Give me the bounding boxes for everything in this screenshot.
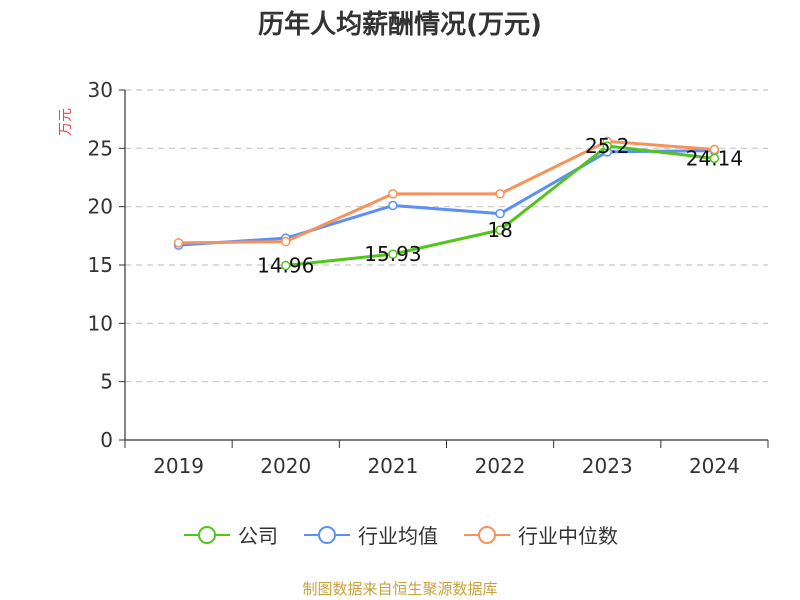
data-label: 14.96 xyxy=(257,253,314,277)
y-tick-label: 25 xyxy=(88,136,113,160)
data-point-industry_median xyxy=(388,189,398,199)
data-label: 15.93 xyxy=(364,242,421,266)
data-point-company xyxy=(602,141,612,151)
legend-item-industry-median[interactable]: 行业中位数 xyxy=(462,520,618,549)
legend-label-company: 公司 xyxy=(238,524,278,548)
y-tick-label: 0 xyxy=(100,428,113,452)
y-tick-label: 5 xyxy=(100,370,113,394)
x-tick-label: 2020 xyxy=(260,454,311,478)
y-tick-label: 15 xyxy=(88,253,113,277)
legend-label-industry-median: 行业中位数 xyxy=(518,524,618,548)
data-source-note: 制图数据来自恒生聚源数据库 xyxy=(302,580,498,598)
data-point-company xyxy=(281,260,291,271)
series-line-industry_median xyxy=(178,139,715,245)
data-point-company xyxy=(388,249,398,259)
data-point-industry_avg xyxy=(495,208,505,219)
data-point-industry_median xyxy=(173,238,184,248)
data-point-industry_median xyxy=(281,236,291,247)
y-tick-label: 10 xyxy=(88,311,113,335)
y-tick-label: 20 xyxy=(88,195,113,219)
x-tick-label: 2021 xyxy=(367,454,418,478)
series-line-company xyxy=(285,144,715,267)
data-point-industry_avg xyxy=(388,200,398,211)
data-point-company xyxy=(709,153,720,164)
y-axis-title: 万元 xyxy=(58,108,74,136)
legend-marker-industry-avg xyxy=(304,525,350,544)
legend: 公司 行业均值 行业中位数 xyxy=(0,520,800,549)
x-tick-label: 2024 xyxy=(689,454,740,478)
legend-item-industry-avg[interactable]: 行业均值 xyxy=(302,520,438,549)
data-point-industry_median xyxy=(495,189,505,199)
x-tick-label: 2019 xyxy=(153,454,204,478)
x-tick-label: 2023 xyxy=(582,454,633,478)
data-point-industry_median xyxy=(709,144,720,155)
legend-marker-industry-median xyxy=(464,525,510,544)
legend-marker-company xyxy=(184,525,230,544)
data-label: 24.14 xyxy=(686,146,743,170)
series-line-industry_avg xyxy=(178,149,715,247)
data-label: 18 xyxy=(487,218,512,242)
legend-label-industry-avg: 行业均值 xyxy=(358,524,438,548)
data-label: 25.2 xyxy=(585,134,630,158)
legend-item-company[interactable]: 公司 xyxy=(182,520,278,549)
x-tick-label: 2022 xyxy=(475,454,526,478)
data-point-company xyxy=(495,225,505,235)
chart-title: 历年人均薪酬情况(万元) xyxy=(258,10,542,40)
y-tick-label: 30 xyxy=(88,78,113,102)
